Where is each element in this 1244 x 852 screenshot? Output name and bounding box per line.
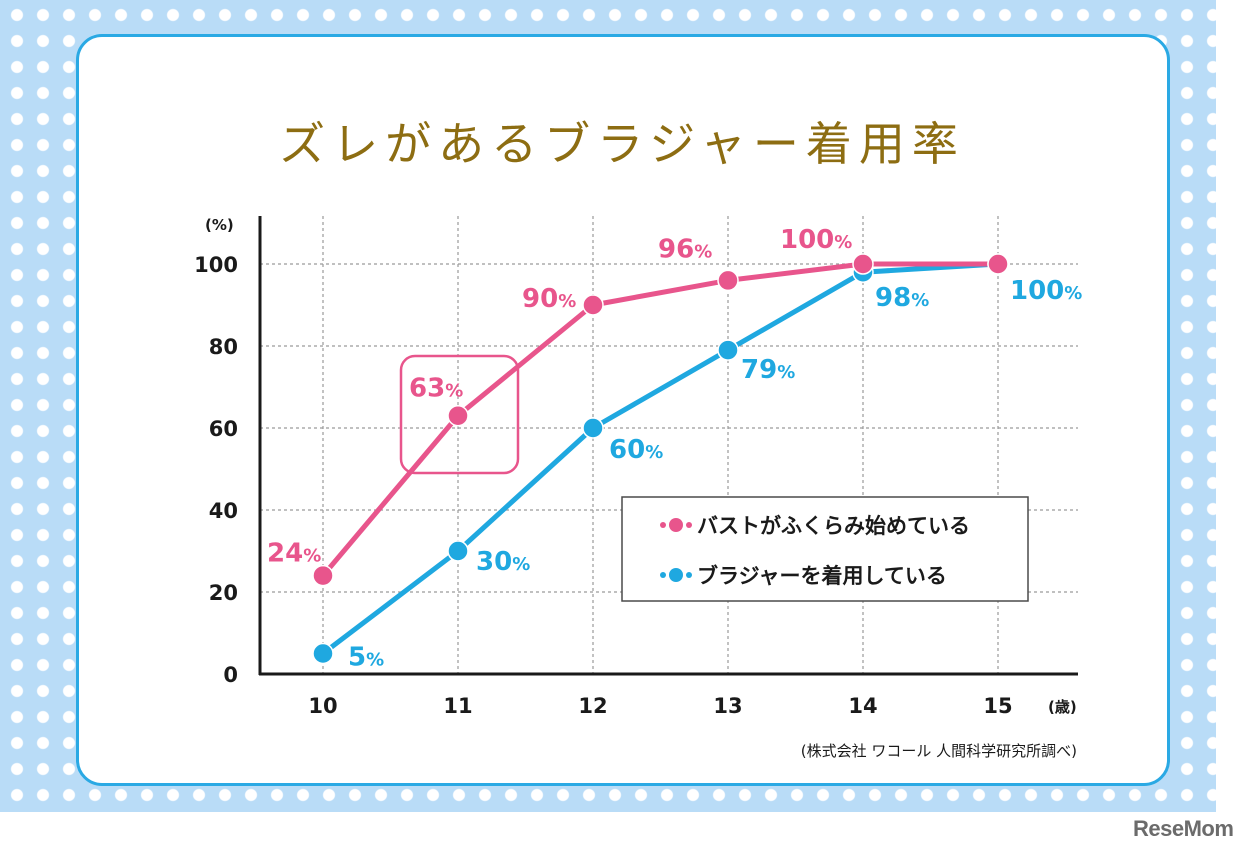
series-1-point	[582, 417, 604, 439]
data-label: 96%	[658, 234, 712, 264]
x-tick-label: 11	[443, 694, 472, 718]
legend-marker	[669, 518, 683, 532]
y-tick-label: 100	[194, 253, 238, 277]
series-0-point	[447, 404, 469, 427]
y-tick-label: 40	[209, 499, 238, 523]
series-line-0	[321, 261, 998, 578]
legend-dot	[686, 572, 692, 578]
series-1-point	[312, 642, 334, 665]
y-tick-label: 60	[209, 417, 238, 441]
legend-label: バストがふくらみ始めている	[697, 514, 970, 538]
series-line-1	[321, 261, 999, 656]
x-tick-label: 12	[578, 694, 607, 718]
x-axis-unit: (歳)	[1048, 698, 1077, 716]
data-label: 5%	[348, 643, 384, 673]
highlight-box	[399, 354, 520, 475]
legend-dot	[660, 522, 666, 528]
series-1-point	[717, 339, 739, 361]
x-tick-labels: 10 11 12 13 14 15	[308, 694, 1012, 718]
x-tick-label: 10	[308, 694, 337, 718]
legend-box	[621, 496, 1029, 602]
axes	[258, 216, 1078, 676]
y-tick-labels: 0 20 40 60 80 100	[194, 253, 238, 687]
data-label: 100%	[1010, 276, 1082, 306]
series-1-point	[447, 540, 469, 562]
legend-marker	[669, 568, 683, 582]
x-tick-label: 13	[713, 694, 742, 718]
legend-dot	[660, 572, 666, 578]
source-note: (株式会社 ワコール 人間科学研究所調べ)	[801, 742, 1077, 760]
legend-label: ブラジャーを着用している	[697, 564, 947, 588]
y-axis-unit: (%)	[205, 216, 234, 234]
data-label: 98%	[875, 283, 929, 313]
x-tick-label: 14	[848, 694, 877, 718]
y-tick-label: 80	[209, 335, 238, 359]
chart-title: ズレがあるブラジャー着用率	[279, 117, 965, 171]
series-layer	[312, 253, 1009, 665]
data-label: 24%	[267, 539, 321, 569]
series-0-point	[582, 294, 604, 316]
resemom-logo: ReseMom	[1133, 816, 1234, 841]
y-tick-label: 0	[223, 663, 238, 687]
series-0-point	[717, 269, 739, 292]
y-tick-label: 20	[209, 581, 238, 605]
legend-dot	[686, 522, 692, 528]
data-label: 90%	[522, 284, 576, 314]
series-0-point	[312, 564, 334, 587]
series-0-point	[987, 253, 1009, 275]
data-label: 60%	[609, 435, 663, 465]
data-label: 79%	[741, 355, 795, 385]
data-label: 63%	[409, 374, 463, 404]
data-labels: 24% 63% 90% 96% 100% 5% 30% 60% 79% 98% 100%	[267, 225, 1082, 673]
series-0-point	[852, 253, 874, 275]
data-label: 100%	[780, 225, 852, 255]
x-tick-label: 15	[983, 694, 1012, 718]
data-label: 30%	[476, 547, 530, 577]
